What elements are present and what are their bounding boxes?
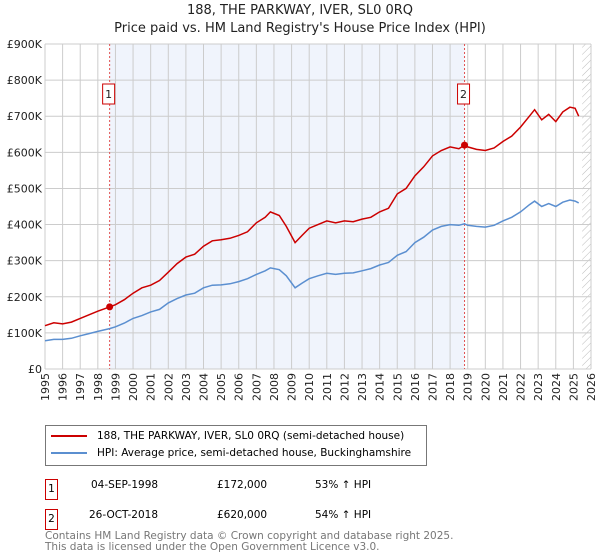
legend-label: HPI: Average price, semi-detached house,… [97,447,412,459]
transaction-date: 26-OCT-2018 [89,509,158,521]
transaction-number: 1 [45,479,58,500]
sale-point [106,303,114,311]
price-chart: 1995 1996 1997 1998 1999 2000 2001 2002 2003 2004… [7,38,598,401]
hpi-line [44,199,580,342]
x-tick-label: 2026 [585,373,598,401]
footer: Contains HM Land Registry data © Crown c… [45,531,453,553]
x-tick-label: 2017 [426,373,439,401]
footer-licence: This data is licensed under the Open Gov… [45,541,380,553]
x-tick-label: 1995 [39,373,52,401]
x-tick-label: 2021 [497,373,510,401]
sale-point [461,141,469,149]
x-tick-label: 2009 [286,373,299,401]
x-tick-label: 2025 [567,373,580,401]
legend-item-property: 188, THE PARKWAY, IVER, SL0 0RQ (semi-de… [51,430,404,442]
x-tick-label: 1997 [74,373,87,401]
transaction-hpi: 53% ↑ HPI [315,479,372,491]
sale-period-shading [109,44,465,369]
transaction-number: 2 [45,509,58,530]
x-tick-label: 2023 [532,373,545,401]
sale-marker-label: 2 [460,88,467,101]
x-tick-label: 2010 [303,373,316,401]
x-tick-label: 2016 [409,373,422,401]
chart-title: 188, THE PARKWAY, IVER, SL0 0RQ [186,3,414,18]
x-tick-label: 1998 [92,373,105,401]
transaction-price: £172,000 [217,479,268,491]
x-tick-label: 2005 [215,373,228,401]
transaction-price: £620,000 [217,509,268,521]
y-tick-label: £400K [7,219,43,232]
future-hatch [582,44,591,369]
x-tick-label: 2020 [479,373,492,401]
x-tick-label: 2002 [162,373,175,401]
sale-marker-box [102,83,116,105]
legend-swatch-red [51,435,87,437]
x-tick-label: 2012 [338,373,351,401]
y-tick-label: £500K [7,182,43,195]
y-tick-label: £800K [7,74,43,87]
legend-label: 188, THE PARKWAY, IVER, SL0 0RQ (semi-de… [97,430,405,442]
y-tick-label: £100K [7,327,43,340]
y-tick-label: £700K [7,110,43,123]
sale-marker-box [457,83,471,105]
x-tick-label: 2006 [233,373,246,401]
y-tick-label: £300K [7,255,43,268]
x-tick-label: 1996 [57,373,70,401]
x-tick-label: 2008 [268,373,281,401]
x-tick-label: 2001 [145,373,158,401]
x-tick-label: 2018 [444,373,457,401]
y-tick-label: £600K [7,146,43,159]
x-tick-label: 2015 [391,373,404,401]
x-tick-label: 2022 [515,373,528,401]
legend-item-hpi: HPI: Average price, semi-detached house,… [51,447,411,459]
property-price-line [44,106,580,327]
footer-copyright: Contains HM Land Registry data © Crown c… [45,530,454,542]
y-tick-label: £0 [28,363,42,376]
x-tick-label: 2024 [550,373,563,401]
y-tick-label: £900K [7,38,43,51]
transaction-hpi: 54% ↑ HPI [315,509,372,521]
x-tick-label: 2003 [180,373,193,401]
x-tick-label: 1999 [109,373,122,401]
y-tick-label: £200K [7,291,43,304]
chart-subtitle: Price paid vs. HM Land Registry's House … [114,21,486,36]
x-tick-label: 2014 [374,373,387,401]
sale-marker-label: 1 [105,88,112,101]
x-tick-label: 2011 [321,373,334,401]
x-tick-label: 2019 [462,373,475,401]
x-tick-label: 2007 [250,373,263,401]
legend: 188, THE PARKWAY, IVER, SL0 0RQ (semi-de… [45,425,427,466]
x-tick-label: 2000 [127,373,140,401]
x-tick-label: 2013 [356,373,369,401]
x-tick-label: 2004 [198,373,211,401]
legend-swatch-blue [51,452,87,454]
transaction-date: 04-SEP-1998 [91,479,159,491]
